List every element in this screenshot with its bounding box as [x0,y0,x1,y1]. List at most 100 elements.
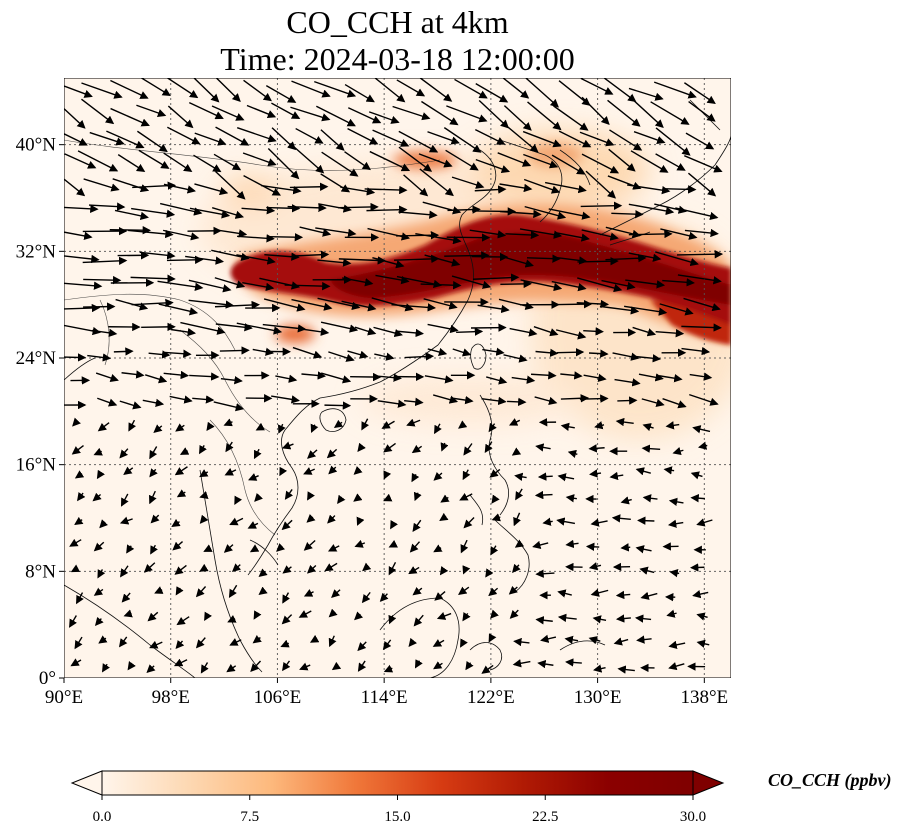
wind-arrow [372,256,405,269]
wind-arrow [328,351,355,362]
wind-arrow [412,586,423,596]
wind-arrow [64,353,87,362]
wind-arrow [540,634,557,643]
wind-arrow [383,442,396,453]
wind-arrow [413,614,424,627]
wind-arrow [328,465,338,475]
wind-arrow [409,541,421,553]
colorbar-gradient [101,770,694,796]
wind-arrow [474,185,507,194]
wind-arrow [195,637,206,649]
wind-arrow [64,254,100,264]
wind-arrow [364,185,408,195]
wind-arrow [149,640,163,649]
wind-arrow [97,422,110,432]
colorbar-tick-label: 22.5 [532,809,558,825]
wind-arrow [398,210,438,219]
wind-arrow [154,586,164,594]
wind-arrow [696,518,713,527]
wind-arrow [64,231,93,241]
wind-arrow [635,467,651,476]
wind-arrow [290,106,331,122]
wind-arrow [514,472,527,481]
wind-arrow [697,441,708,450]
wind-arrow [444,251,490,260]
wind-arrow [624,305,668,316]
wind-arrow [123,609,133,618]
wind-arrow [373,326,403,338]
wind-arrow [640,591,658,600]
colorbar-min-extend [70,770,103,796]
wind-arrow [613,637,629,646]
wind-arrow [463,516,475,529]
wind-arrow [340,186,376,196]
wind-arrow [526,254,561,263]
wind-arrow [281,441,294,450]
wind-arrow [601,279,636,291]
wind-arrow [443,127,482,153]
wind-arrow [388,614,397,625]
wind-arrow [675,207,719,221]
wind-arrow [276,543,286,552]
wind-arrow [331,589,341,598]
wind-arrow [535,443,551,452]
wind-arrow [404,352,435,361]
wind-arrow [119,448,129,459]
wind-arrow [506,125,539,153]
wind-arrow [632,99,664,129]
wind-arrow [189,372,220,381]
wind-arrow [284,281,331,291]
wind-arrow [432,639,445,647]
wind-arrow [628,203,675,216]
wind-arrow [83,302,116,311]
wind-arrow [617,396,638,405]
wind-arrow [174,564,187,575]
wind-arrow [337,494,346,505]
wind-arrow [439,566,449,576]
wind-arrow [175,423,185,432]
wind-arrow [632,326,657,337]
wind-arrow [537,659,554,669]
wind-arrow [282,565,292,574]
wind-arrow [327,543,340,552]
wind-arrow [666,609,677,618]
wind-arrow [662,278,695,287]
wind-arrow [353,466,363,475]
wind-arrow [120,565,129,578]
wind-arrow [509,609,519,619]
wind-arrow [328,635,337,648]
wind-arrow [484,441,493,454]
wind-arrow [180,321,226,335]
wind-arrow [188,279,232,293]
wind-arrow [692,425,711,434]
wind-arrow [95,372,119,383]
wind-arrow [366,205,408,214]
wind-arrow [577,257,619,266]
wind-arrow [557,473,575,482]
wind-arrow [64,303,101,313]
wind-arrow [440,494,450,503]
wind-arrow [585,170,617,199]
wind-arrow [491,494,500,504]
wind-arrow [427,323,459,334]
wind-arrow [299,226,332,237]
wind-arrow [489,468,501,478]
wind-arrow [110,107,150,127]
lon-tick-label: 114°E [361,687,408,708]
wind-arrow [338,256,387,265]
wind-arrow [396,79,426,97]
wind-arrow [254,492,263,502]
wind-arrow [241,206,276,215]
wind-arrow [215,126,250,146]
wind-arrow [388,539,398,548]
wind-arrow [247,521,259,529]
wind-arrow [617,665,635,674]
wind-arrow [505,230,540,240]
wind-arrow [491,513,501,522]
wind-arrow [237,234,275,243]
wind-arrow [284,489,294,500]
wind-arrow [531,371,557,380]
wind-arrow [128,419,137,432]
colorbar-tick-label: 15.0 [384,809,410,825]
wind-arrow [131,298,174,308]
